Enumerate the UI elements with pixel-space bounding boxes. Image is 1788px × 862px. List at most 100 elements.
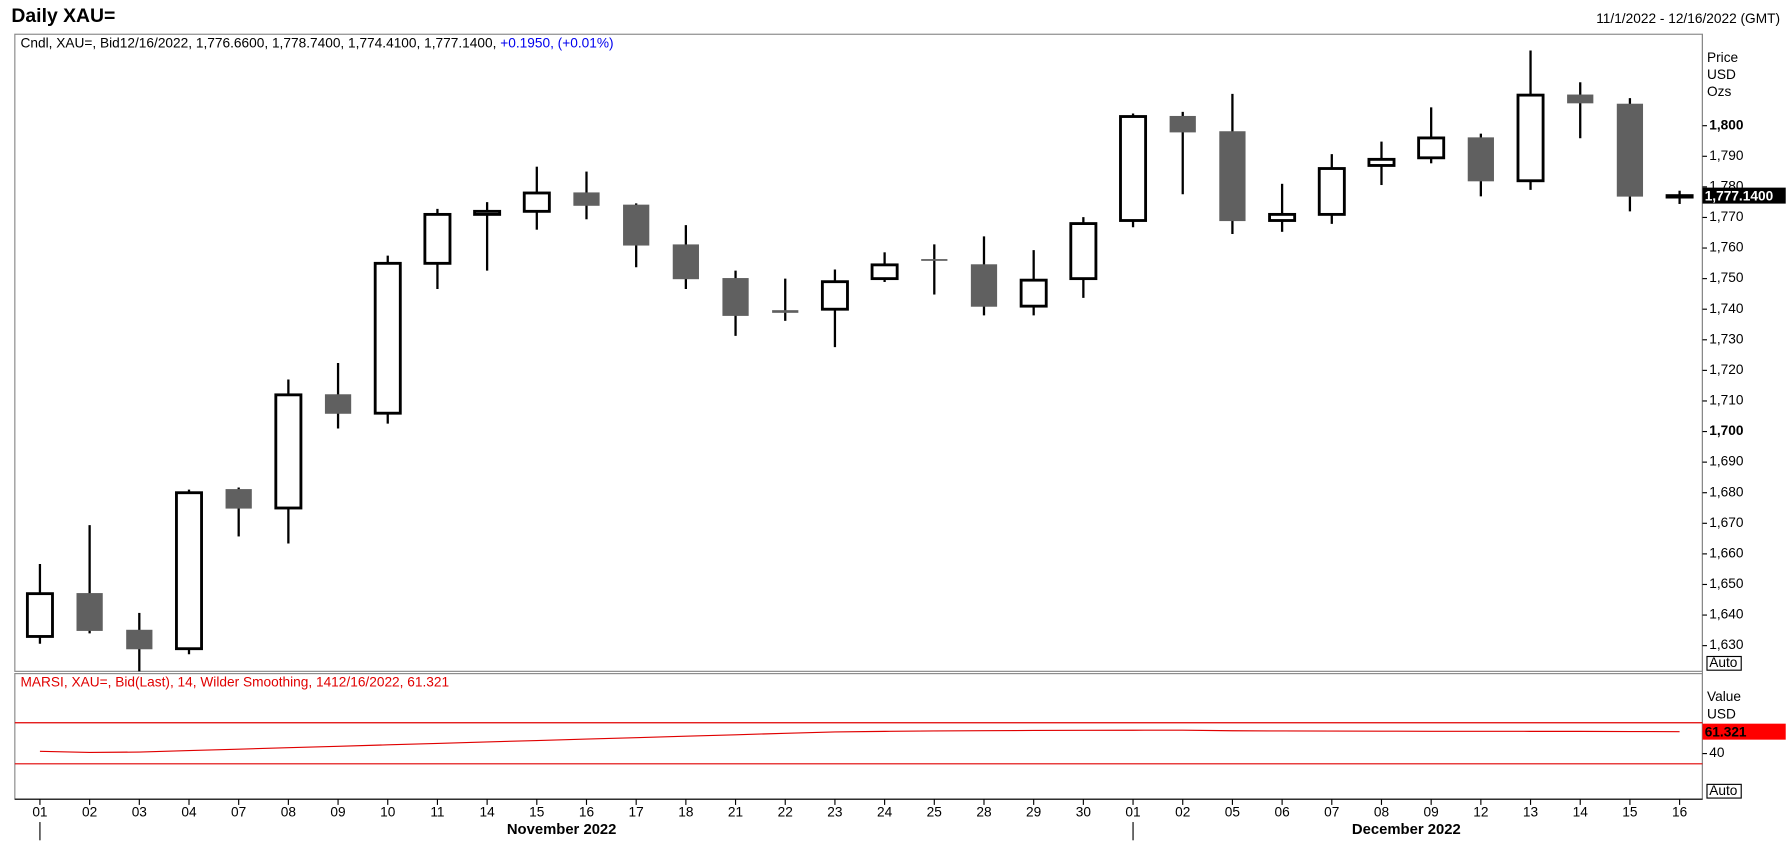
candle-body-down xyxy=(722,278,749,316)
legend-info: Cndl, XAU=, Bid12/16/2022, 1,776.6600, 1… xyxy=(21,35,497,50)
rsi-tag-label: 61.321 xyxy=(1705,724,1747,739)
y-tick-label: 40 xyxy=(1709,745,1725,760)
candle-body-up xyxy=(373,261,402,415)
rsi-tag xyxy=(1702,723,1786,740)
x-tick-label: 11 xyxy=(430,805,444,820)
x-tick-label: 05 xyxy=(1225,805,1241,820)
last-price-label: 1,777.1400 xyxy=(1705,188,1774,203)
y-tick-label: 1,650 xyxy=(1709,576,1744,591)
candle-body-up xyxy=(473,209,502,216)
candle-body-down xyxy=(772,310,799,313)
candle-body-up xyxy=(820,280,849,311)
y-tick-label: 1,720 xyxy=(1709,362,1744,377)
candle-body-up xyxy=(1516,93,1545,183)
x-tick-label: 03 xyxy=(132,805,148,820)
candle-body-down xyxy=(76,593,103,631)
x-tick-label: 01 xyxy=(1125,805,1140,820)
axis-label: Price xyxy=(1707,50,1738,65)
candle-body-down xyxy=(1169,115,1196,133)
x-tick-label: 24 xyxy=(877,805,893,820)
auto-box xyxy=(1706,655,1742,671)
candle-body-down xyxy=(1467,137,1494,182)
axis-label: Ozs xyxy=(1707,84,1731,99)
y-tick-label: 1,800 xyxy=(1709,117,1744,132)
y-tick-label: 1,700 xyxy=(1709,423,1744,438)
x-tick-label: 23 xyxy=(827,805,843,820)
y-tick-label: 1,740 xyxy=(1709,301,1744,316)
x-tick-label: 08 xyxy=(281,805,297,820)
candle-body-down xyxy=(1567,94,1594,104)
candle-body-up xyxy=(1317,167,1346,216)
y-tick-label: 1,710 xyxy=(1709,393,1744,408)
x-tick-label: 02 xyxy=(1175,805,1190,820)
x-tick-label: 06 xyxy=(1274,805,1290,820)
candle-body-up xyxy=(274,393,303,510)
auto-box xyxy=(1706,783,1742,799)
y-tick-label: 1,750 xyxy=(1709,270,1744,285)
candle-body-down xyxy=(1616,103,1644,197)
x-tick-label: 29 xyxy=(1026,805,1041,820)
x-tick-label: 04 xyxy=(181,805,197,820)
y-tick-label: 1,690 xyxy=(1709,454,1744,469)
candle-body-up xyxy=(1119,115,1148,222)
candle-body-up xyxy=(1417,136,1446,160)
x-tick-label: 22 xyxy=(778,805,793,820)
axis-label: Value xyxy=(1707,689,1741,704)
candle-body-up xyxy=(25,592,54,638)
y-tick-label: 1,660 xyxy=(1709,545,1744,560)
candle-body-up xyxy=(1367,157,1396,167)
x-tick-label: 14 xyxy=(1573,805,1589,820)
month-label: December 2022 xyxy=(1352,822,1461,838)
y-tick-label: 1,630 xyxy=(1709,637,1744,652)
x-tick-label: 14 xyxy=(480,805,496,820)
candle-body-up xyxy=(1268,212,1297,222)
candle-body-up xyxy=(1069,222,1098,281)
y-tick-label: 1,730 xyxy=(1709,331,1744,346)
month-label: November 2022 xyxy=(507,822,617,838)
scale-mode: Auto xyxy=(1709,783,1738,798)
x-tick-label: 09 xyxy=(330,805,345,820)
x-tick-label: 18 xyxy=(678,805,694,820)
candle-body-up xyxy=(423,212,452,265)
last-price-tag xyxy=(1702,187,1786,204)
y-tick-label: 1,640 xyxy=(1709,607,1744,622)
date-range: 11/1/2022 - 12/16/2022 (GMT) xyxy=(1596,11,1780,26)
x-tick-label: 12 xyxy=(1473,805,1488,820)
candle-body-up xyxy=(522,191,551,213)
x-tick-label: 09 xyxy=(1424,805,1439,820)
y-tick-label: 1,770 xyxy=(1709,209,1744,224)
x-tick-label: 30 xyxy=(1076,805,1092,820)
candle-body-down xyxy=(672,244,699,280)
x-tick-label: 15 xyxy=(529,805,545,820)
x-tick-label: 07 xyxy=(231,805,246,820)
candle-body-up xyxy=(1019,278,1048,308)
candle-body-up xyxy=(1665,194,1694,199)
chart-title: Daily XAU= xyxy=(11,5,115,27)
price-legend: Cndl, XAU=, Bid12/16/2022, 1,776.6600, 1… xyxy=(21,35,614,50)
candle-body-down xyxy=(225,489,252,509)
x-tick-label: 08 xyxy=(1374,805,1390,820)
candle-body-up xyxy=(175,491,203,651)
x-tick-label: 17 xyxy=(629,805,644,820)
candle-body-down xyxy=(921,259,948,261)
candle-body-down xyxy=(126,629,153,650)
rsi-line xyxy=(39,729,1680,754)
rsi-legend: MARSI, XAU=, Bid(Last), 14, Wilder Smoot… xyxy=(21,674,450,689)
scale-mode: Auto xyxy=(1709,655,1738,670)
axis-label: USD xyxy=(1707,706,1736,721)
candle-body-down xyxy=(623,204,650,246)
y-tick-label: 1,680 xyxy=(1709,484,1744,499)
x-tick-label: 10 xyxy=(380,805,396,820)
y-tick-label: 1,670 xyxy=(1709,515,1744,530)
legend-change: +0.1950, (+0.01%) xyxy=(500,35,613,50)
x-tick-label: 25 xyxy=(927,805,943,820)
x-tick-label: 15 xyxy=(1622,805,1638,820)
x-tick-label: 28 xyxy=(976,805,992,820)
x-tick-label: 16 xyxy=(1672,805,1688,820)
candle-body-up xyxy=(870,263,899,281)
x-tick-label: 16 xyxy=(579,805,595,820)
candle-body-down xyxy=(970,264,998,307)
y-tick-label: 1,760 xyxy=(1709,240,1744,255)
x-tick-label: 13 xyxy=(1523,805,1539,820)
